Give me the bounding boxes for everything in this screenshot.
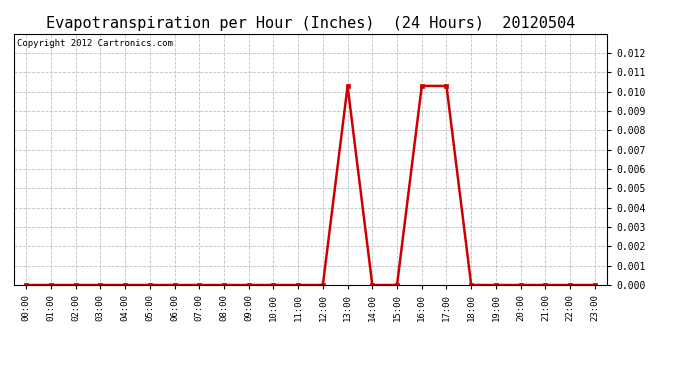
Text: Copyright 2012 Cartronics.com: Copyright 2012 Cartronics.com (17, 39, 172, 48)
Title: Evapotranspiration per Hour (Inches)  (24 Hours)  20120504: Evapotranspiration per Hour (Inches) (24… (46, 16, 575, 31)
